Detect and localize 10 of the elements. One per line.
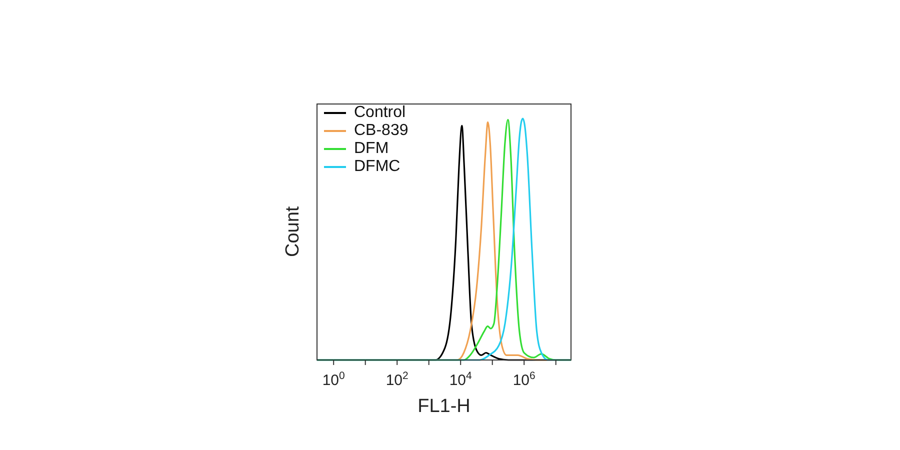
x-tick-label: 10$^{4}$ — [449, 370, 472, 389]
x-tick-label: 10$^{0}$ — [322, 370, 346, 389]
legend-label: DFM — [354, 140, 389, 158]
x-axis-title: FL1-H — [418, 396, 470, 417]
x-tick-label: 10$^{2}$ — [386, 370, 409, 389]
x-tick-label: 10$^{6}$ — [512, 370, 536, 389]
legend-label: Control — [354, 104, 406, 122]
y-axis-title: Count — [282, 206, 304, 257]
legend-label: CB-839 — [354, 122, 408, 140]
legend-label: DFMC — [354, 158, 400, 176]
